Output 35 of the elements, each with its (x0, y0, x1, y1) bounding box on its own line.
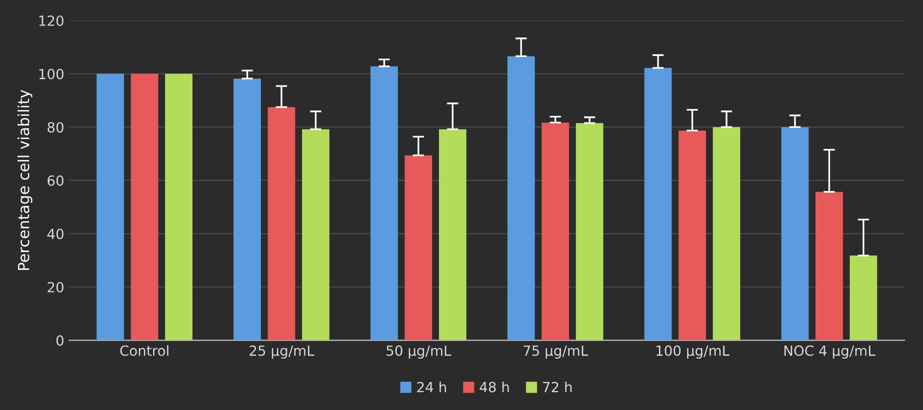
y-axis-title: Percentage cell viability (18, 90, 32, 270)
x-tick-label: 100 µg/mL (656, 345, 730, 359)
bar (816, 192, 843, 340)
legend-label: 48 h (480, 382, 509, 392)
x-tick-label: NOC 4 µg/mL (784, 345, 876, 359)
bar (576, 123, 604, 340)
bar (404, 155, 432, 340)
bar (268, 107, 296, 340)
bar (644, 68, 672, 340)
bar (302, 129, 330, 340)
bar (234, 78, 261, 340)
legend-label: 24 h (417, 382, 446, 392)
y-tick-label: 120 (39, 15, 64, 26)
bar (507, 56, 535, 340)
bar (130, 74, 158, 340)
bar (712, 127, 740, 340)
y-tick-label: 100 (39, 68, 64, 80)
y-tick-label: 80 (48, 122, 64, 133)
bar (781, 127, 809, 340)
y-tick-label: 20 (48, 282, 64, 292)
bar (96, 74, 124, 340)
x-tick-label: Control (120, 345, 168, 356)
bar (370, 66, 398, 340)
bar (438, 129, 466, 340)
x-tick-label: 25 µg/mL (250, 345, 314, 359)
y-tick-label: 40 (47, 228, 64, 240)
y-tick-label: 60 (48, 175, 64, 186)
legend-label: 72 h (543, 382, 572, 392)
bar (165, 74, 192, 340)
bar (850, 256, 878, 340)
bar (678, 130, 706, 340)
bar (542, 122, 570, 340)
x-tick-label: 50 µg/mL (386, 345, 452, 359)
y-tick-label: 0 (56, 335, 64, 346)
x-tick-label: 75 µg/mL (524, 346, 588, 359)
